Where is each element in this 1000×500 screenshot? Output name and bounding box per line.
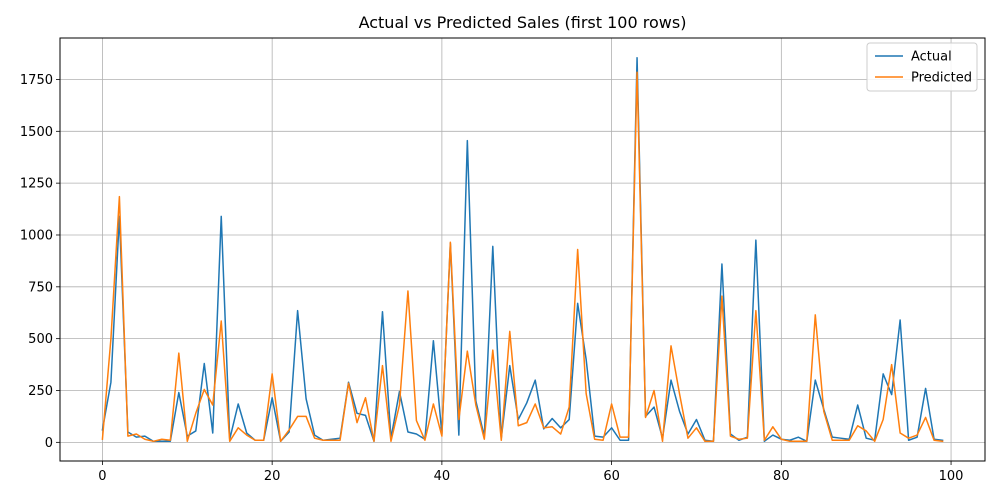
plot-frame [59, 37, 986, 462]
legend: Actual Predicted [866, 42, 978, 92]
y-tick-label: 500 [28, 332, 53, 347]
chart-title: Actual vs Predicted Sales (first 100 row… [359, 13, 687, 32]
x-tick-label: 100 [939, 469, 964, 484]
grid [60, 38, 985, 461]
y-tick-label: 1250 [20, 177, 53, 192]
y-tick-label: 0 [45, 436, 53, 451]
x-tick-label: 60 [603, 469, 620, 484]
legend-label-actual: Actual [911, 50, 952, 65]
series-lines [101, 56, 944, 443]
legend-label-predicted: Predicted [911, 71, 972, 86]
series-line-predicted [101, 71, 944, 443]
y-tick-label: 250 [28, 384, 53, 399]
y-tick-label: 1000 [20, 228, 53, 243]
x-tick-label: 80 [773, 469, 790, 484]
x-tick-label: 0 [98, 469, 106, 484]
x-tick-label: 40 [434, 469, 451, 484]
y-tick-label: 1500 [20, 125, 53, 140]
series-line-actual [101, 56, 944, 443]
legend-box [866, 42, 978, 92]
y-tick-label: 1750 [20, 73, 53, 88]
x-tick-label: 20 [264, 469, 281, 484]
y-tick-label: 750 [28, 280, 53, 295]
